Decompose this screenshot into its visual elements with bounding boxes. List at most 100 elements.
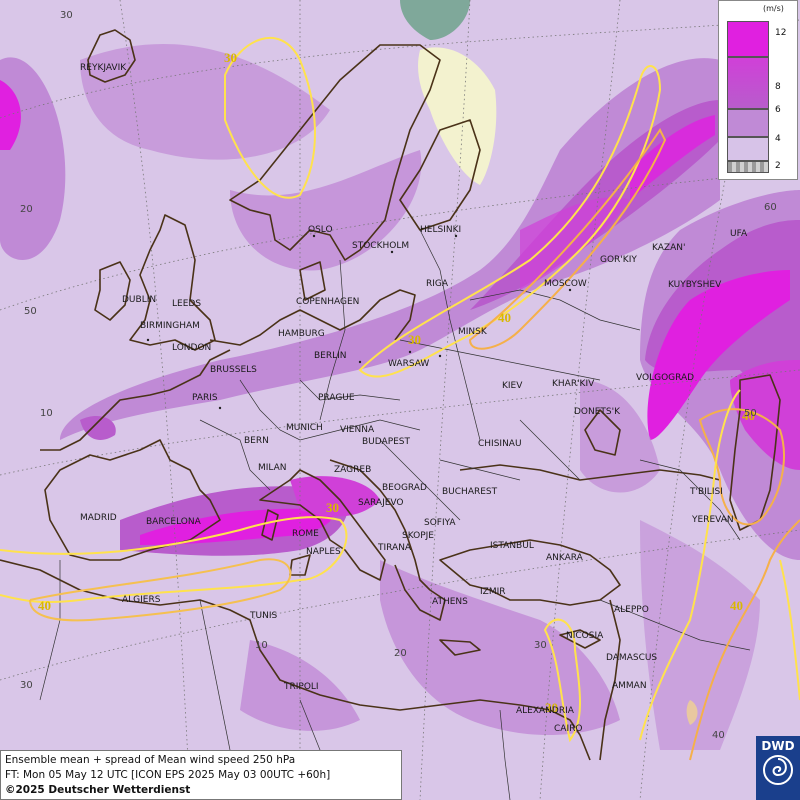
city-label: ALGIERS	[122, 595, 161, 605]
grid-label: 10	[40, 408, 53, 419]
city-label: BRUSSELS	[210, 365, 257, 375]
city-markers	[146, 234, 572, 410]
legend-swatch-2	[727, 161, 769, 173]
city-label: KHAR'KIV	[552, 379, 595, 389]
dwd-logo-text: DWD	[761, 739, 795, 753]
city-label: HELSINKI	[420, 225, 461, 235]
city-label: ANKARA	[546, 553, 584, 563]
caption-copyright: ©2025 Deutscher Wetterdienst	[5, 784, 191, 796]
city-label: KIEV	[502, 381, 523, 391]
city-label: ALEXANDRIA	[516, 706, 575, 716]
city-label: VIENNA	[340, 425, 375, 435]
city-label: ALEPPO	[614, 605, 649, 615]
legend-label: 2	[775, 161, 781, 171]
city-label: IZMIR	[480, 587, 506, 597]
city-label: KAZAN'	[652, 243, 685, 253]
dwd-logo: DWD	[756, 736, 800, 800]
city-label: GOR'KIY	[600, 255, 637, 265]
contour-label: 30	[408, 332, 421, 347]
city-label: REYKJAVIK	[80, 63, 127, 73]
grid-label: 30	[20, 680, 33, 691]
legend-label: 4	[775, 134, 781, 144]
grid-label: 20	[20, 204, 33, 215]
city-label: MADRID	[80, 513, 117, 523]
city-label: YEREVAN	[691, 515, 734, 525]
contour-label: 30	[326, 500, 339, 515]
caption-box: Ensemble mean + spread of Mean wind spee…	[0, 750, 402, 800]
grid-label: 30	[534, 640, 547, 651]
city-label: T'BILISI	[689, 487, 723, 497]
city-label: COPENHAGEN	[296, 297, 359, 307]
contour-label: 30	[224, 50, 237, 65]
city-label: BIRMINGHAM	[140, 321, 200, 331]
grid-label: 60	[764, 202, 777, 213]
grid-label: 40	[712, 730, 725, 741]
city-label: KUYBYSHEV	[668, 280, 722, 290]
city-label: MINSK	[458, 327, 488, 337]
city-label: TIRANA	[377, 543, 412, 553]
legend-label: 8	[775, 82, 781, 92]
city-label: HAMBURG	[278, 329, 325, 339]
contour-label: 40	[498, 310, 511, 325]
isotach-contours	[0, 36, 800, 761]
city-label: BUCHAREST	[442, 487, 498, 497]
city-label: ATHENS	[432, 597, 468, 607]
city-label: RIGA	[426, 279, 449, 289]
city-label: NAPLES	[306, 547, 341, 557]
contour-label: 40	[730, 598, 743, 613]
legend-label: 12	[775, 28, 787, 38]
city-label: LONDON	[172, 343, 211, 353]
city-label: CAIRO	[554, 724, 582, 734]
city-label: LEEDS	[172, 299, 201, 309]
city-label: STOCKHOLM	[352, 241, 409, 251]
city-label: BARCELONA	[146, 517, 202, 527]
city-label: MUNICH	[286, 423, 323, 433]
city-label: DUBLIN	[122, 295, 156, 305]
city-label: CHISINAU	[478, 439, 522, 449]
city-label: PARIS	[192, 393, 218, 403]
country-borders	[39, 229, 751, 800]
city-label: BERLIN	[314, 351, 347, 361]
grid-label-group: 30 20 50 10 60 50 40 30 10 20 30	[20, 10, 777, 741]
city-label: TRIPOLI	[283, 682, 319, 692]
city-label-group: REYKJAVIK OSLO STOCKHOLM HELSINKI RIGA D…	[80, 63, 748, 734]
city-label: MILAN	[258, 463, 287, 473]
contour-label: 40	[742, 408, 755, 423]
grid-label: 20	[394, 648, 407, 659]
city-label: MOSCOW	[544, 279, 587, 289]
city-label: TUNIS	[249, 611, 277, 621]
grid-label: 50	[744, 408, 757, 419]
city-label: SOFIYA	[424, 518, 456, 528]
legend-unit: (m/s)	[763, 4, 784, 13]
city-label: PRAGUE	[318, 393, 355, 403]
city-label: BERN	[244, 436, 269, 446]
city-label: WARSAW	[388, 359, 429, 369]
city-label: BEOGRAD	[382, 483, 427, 493]
contour-label: 40	[38, 598, 51, 613]
city-label: BUDAPEST	[362, 437, 411, 447]
grid-label: 50	[24, 306, 37, 317]
contour-label-group: 30 30 40 40 40 40 30 30	[38, 50, 755, 715]
city-label: DAMASCUS	[606, 653, 657, 663]
city-label: VOLGOGRAD	[636, 373, 694, 383]
city-label: UFA	[730, 229, 748, 239]
grid-label: 30	[60, 10, 73, 21]
city-label: DONETS'K	[574, 407, 621, 417]
legend-swatch-4	[727, 137, 769, 161]
legend-label: 6	[775, 105, 781, 115]
legend-swatch-12	[727, 21, 769, 57]
color-legend: (m/s) 12 8 6 4 2	[718, 0, 798, 180]
dwd-swirl-icon	[763, 755, 793, 785]
city-label: SKOPJE	[402, 531, 434, 541]
caption-forecast-time: FT: Mon 05 May 12 UTC [ICON EPS 2025 May…	[5, 769, 331, 781]
city-label: NICOSIA	[566, 631, 604, 641]
grid-label: 10	[255, 640, 268, 651]
city-label: AMMAN	[612, 681, 647, 691]
city-label: OSLO	[308, 225, 333, 235]
contour-label: 30	[545, 700, 558, 715]
city-label: ROME	[292, 529, 319, 539]
city-label: SARAJEVO	[358, 498, 404, 508]
caption-title: Ensemble mean + spread of Mean wind spee…	[5, 754, 296, 766]
